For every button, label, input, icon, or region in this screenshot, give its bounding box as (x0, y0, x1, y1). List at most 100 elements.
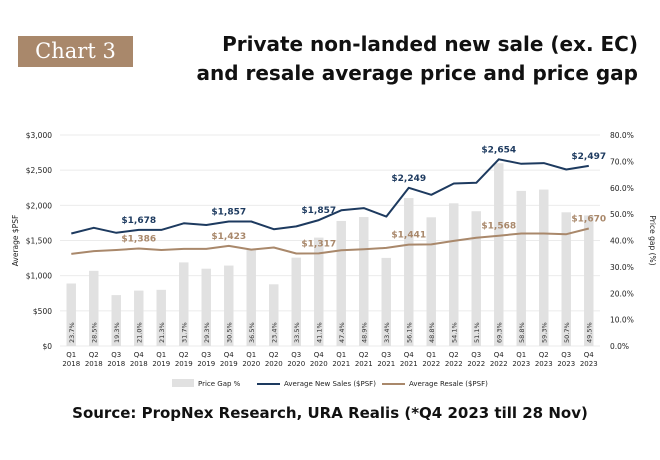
price-gap-bar-label: 29.3% (203, 322, 211, 343)
price-gap-bar (359, 217, 369, 346)
x-tick-year: 2021 (400, 360, 418, 368)
x-tick-quarter: Q4 (494, 351, 505, 359)
price-gap-bar-label: 48.8% (428, 322, 436, 343)
resale-data-label: $1,670 (571, 215, 606, 225)
x-tick-quarter: Q1 (426, 351, 436, 359)
price-gap-bar (291, 257, 301, 346)
price-gap-bar-label: 50.7% (563, 322, 571, 343)
right-axis-title: Price gap (%) (648, 215, 657, 265)
price-gap-bar (426, 217, 436, 346)
right-tick-label: 30.0% (610, 263, 634, 272)
x-tick-year: 2018 (85, 360, 103, 368)
price-gap-bar-label: 33.5% (293, 322, 301, 343)
price-gap-bar (179, 262, 189, 346)
price-gap-chart: $0 $500 $1,000 $1,500 $2,000 $2,500 $3,000 0.0%… (11, 131, 657, 388)
price-gap-bar (269, 284, 279, 346)
price-gap-bar (156, 289, 166, 346)
price-gap-bar (201, 268, 211, 346)
x-tick-year: 2019 (220, 360, 238, 368)
x-tick-year: 2023 (512, 360, 530, 368)
price-gap-bar-label: 49.5% (585, 322, 593, 343)
price-gap-bar-label: 23.4% (270, 322, 278, 343)
price-gap-bar (134, 290, 144, 346)
resale-data-label: $1,317 (301, 239, 336, 249)
right-tick-label: 0.0% (610, 342, 629, 351)
x-tick-year: 2021 (377, 360, 395, 368)
price-gap-bar (471, 211, 481, 346)
x-tick-quarter: Q4 (224, 351, 235, 359)
x-tick-quarter: Q4 (404, 351, 415, 359)
price-gap-bar-label: 21.0% (135, 322, 143, 343)
x-tick-year: 2018 (62, 360, 80, 368)
right-tick-label: 50.0% (610, 210, 634, 219)
x-tick-quarter: Q1 (336, 351, 346, 359)
right-tick-label: 70.0% (610, 157, 634, 166)
price-gap-bar (314, 237, 324, 346)
x-tick-year: 2020 (287, 360, 305, 368)
price-gap-bar (539, 189, 549, 346)
left-tick-label: $2,000 (26, 201, 52, 210)
right-tick-label: 40.0% (610, 237, 634, 246)
x-tick-year: 2022 (445, 360, 463, 368)
price-gap-bar-label: 41.1% (315, 322, 323, 343)
new-sales-data-label: $2,497 (571, 152, 606, 162)
x-tick-year: 2022 (467, 360, 485, 368)
right-tick-label: 80.0% (610, 131, 634, 140)
x-tick-quarter: Q2 (269, 351, 279, 359)
price-gap-bar (561, 212, 571, 346)
resale-data-label: $1,441 (391, 231, 426, 241)
x-tick-quarter: Q3 (381, 351, 391, 359)
x-tick-quarter: Q3 (561, 351, 571, 359)
price-gap-bar-label: 19.3% (113, 322, 121, 343)
resale-data-label: $1,386 (121, 235, 156, 245)
price-gap-bar-label: 48.9% (360, 322, 368, 343)
x-tick-quarter: Q2 (359, 351, 369, 359)
x-tick-quarter: Q4 (134, 351, 145, 359)
x-tick-year: 2021 (355, 360, 373, 368)
left-tick-label: $1,000 (26, 272, 52, 281)
price-gap-bar-label: 28.5% (90, 322, 98, 343)
resale-line (71, 227, 590, 255)
x-tick-quarter: Q2 (89, 351, 99, 359)
x-tick-year: 2020 (265, 360, 283, 368)
legend-swatch-price-gap (172, 379, 194, 387)
price-gap-bar-label: 23.7% (68, 322, 76, 343)
price-gap-bar-label: 47.4% (338, 322, 346, 343)
x-tick-year: 2023 (535, 360, 553, 368)
new-sales-data-label: $1,857 (301, 206, 336, 216)
resale-data-label: $1,568 (481, 222, 516, 232)
x-tick-quarter: Q1 (156, 351, 166, 359)
x-tick-quarter: Q3 (471, 351, 481, 359)
chart-title-line-2: and resale average price and price gap (196, 61, 638, 85)
x-tick-year: 2022 (422, 360, 440, 368)
x-tick-year: 2023 (557, 360, 575, 368)
price-gap-bar-label: 31.7% (180, 322, 188, 343)
legend-label-resale: Average Resale ($PSF) (409, 380, 488, 388)
left-tick-label: $2,500 (26, 166, 52, 175)
x-tick-year: 2019 (152, 360, 170, 368)
x-tick-year: 2018 (107, 360, 125, 368)
chart-title: Private non-landed new sale (ex. EC) and… (158, 30, 638, 88)
x-tick-quarter: Q3 (291, 351, 301, 359)
price-gap-bar (224, 265, 234, 346)
price-gap-bar-label: 30.5% (225, 322, 233, 343)
x-tick-year: 2020 (310, 360, 328, 368)
x-tick-quarter: Q1 (516, 351, 526, 359)
new-sales-data-label: $2,249 (391, 174, 426, 184)
x-tick-quarter: Q1 (66, 351, 76, 359)
new-sales-data-label: $2,654 (481, 145, 516, 155)
left-tick-label: $0 (42, 342, 52, 351)
x-tick-quarter: Q3 (111, 351, 121, 359)
resale-data-label: $1,423 (211, 232, 246, 242)
x-tick-quarter: Q2 (539, 351, 549, 359)
x-tick-quarter: Q2 (179, 351, 189, 359)
x-tick-quarter: Q1 (246, 351, 256, 359)
price-gap-bar (516, 190, 526, 346)
left-axis-title: Average $PSF (11, 215, 20, 267)
price-gap-bar (66, 283, 76, 346)
left-tick-label: $3,000 (26, 131, 52, 140)
new-sales-data-label: $1,678 (121, 216, 156, 226)
right-tick-label: 60.0% (610, 184, 634, 193)
price-gap-bar (404, 198, 414, 346)
x-tick-year: 2019 (197, 360, 215, 368)
